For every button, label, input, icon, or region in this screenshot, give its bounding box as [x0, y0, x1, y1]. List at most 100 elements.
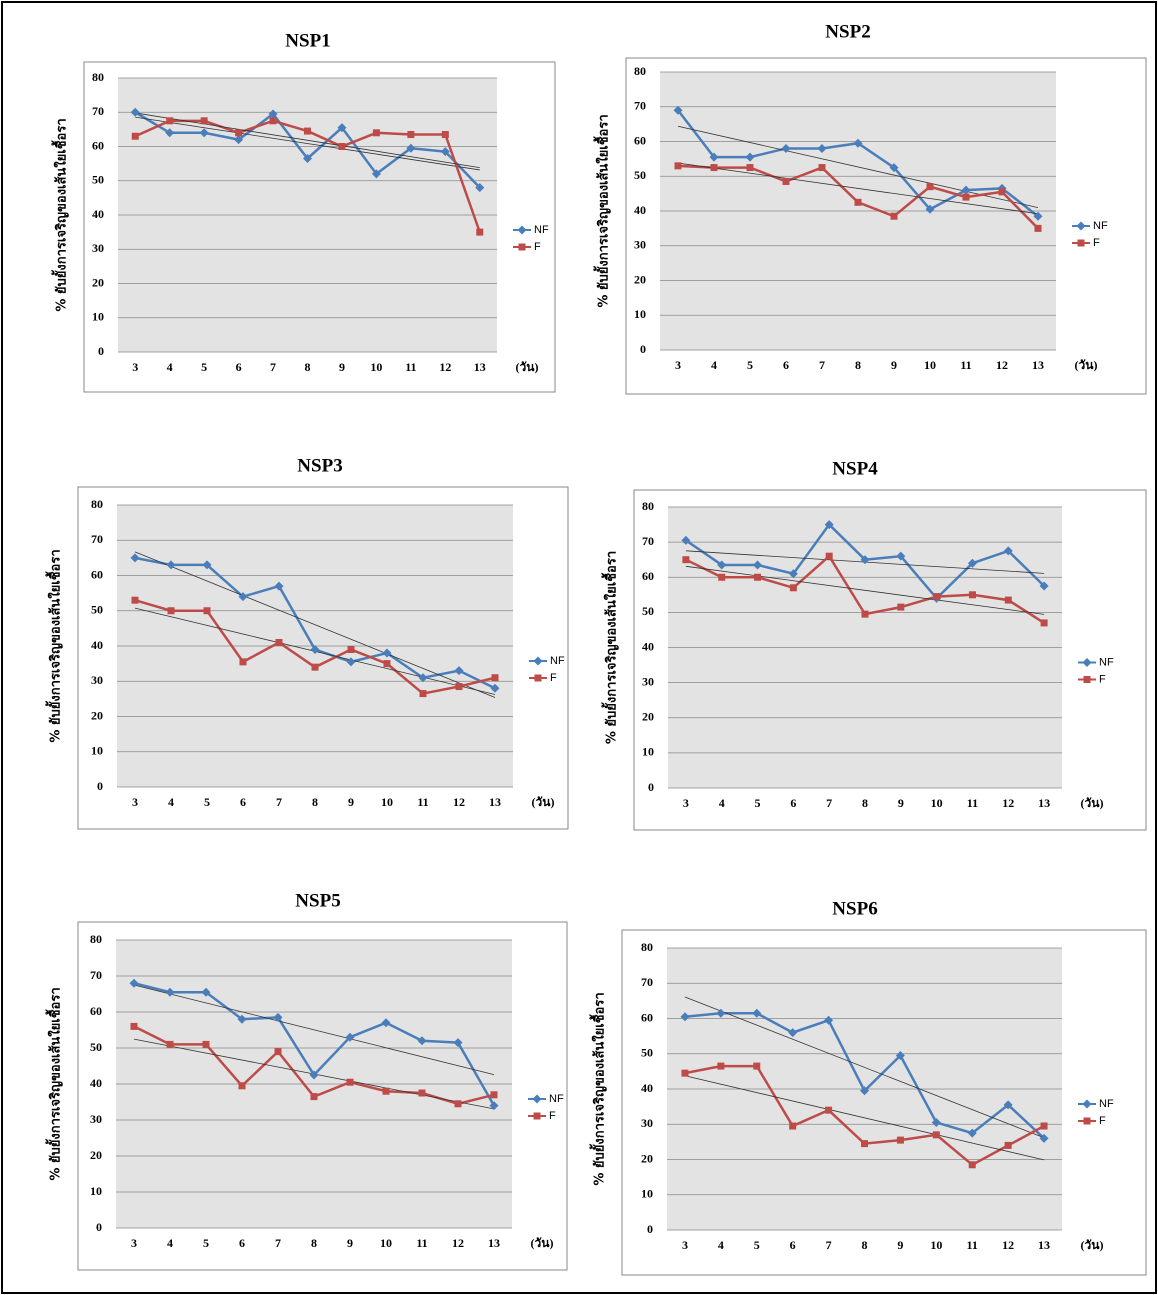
- marker: [861, 1140, 868, 1147]
- figure: NSP1 % ยับยั้งการเจริญของเส้นใยเชื้อรา 0 10…: [0, 0, 1158, 1295]
- y-tick-label: 70: [90, 968, 102, 982]
- marker: [826, 553, 833, 560]
- x-tick-label: 4: [711, 358, 717, 372]
- y-tick-label: 30: [641, 1116, 653, 1130]
- legend-marker: [1078, 240, 1085, 247]
- marker: [789, 1123, 796, 1130]
- x-tick-label: 12: [996, 358, 1008, 372]
- marker: [491, 1091, 498, 1098]
- marker: [407, 131, 414, 138]
- y-axis-label: % ยับยั้งการเจริญของเส้นใยเชื้อรา: [45, 549, 64, 742]
- marker: [455, 1100, 462, 1107]
- chart-title: NSP5: [295, 890, 340, 911]
- x-tick-label: 13: [1032, 358, 1044, 372]
- x-tick-label: 9: [891, 358, 897, 372]
- marker: [419, 1090, 426, 1097]
- x-tick-label: 3: [132, 360, 138, 374]
- x-axis-label: (วัน): [1075, 358, 1098, 372]
- marker: [373, 129, 380, 136]
- y-tick-label: 50: [91, 603, 103, 617]
- legend-label: F: [534, 241, 541, 253]
- chart-title: NSP1: [285, 30, 330, 51]
- x-tick-label: 6: [239, 1236, 245, 1250]
- marker: [203, 1041, 210, 1048]
- y-tick-label: 0: [648, 780, 654, 794]
- x-tick-label: 5: [203, 1236, 209, 1250]
- x-tick-label: 6: [790, 796, 796, 810]
- y-tick-label: 60: [91, 567, 103, 581]
- marker: [201, 117, 208, 124]
- x-tick-label: 7: [826, 796, 832, 810]
- y-tick-label: 20: [641, 1151, 653, 1165]
- x-tick-label: 9: [347, 1236, 353, 1250]
- x-tick-label: 11: [960, 358, 971, 372]
- marker: [682, 556, 689, 563]
- marker: [927, 183, 934, 190]
- page: NSP1 % ยับยั้งการเจริญของเส้นใยเชื้อรา 0 10…: [0, 0, 1158, 1295]
- y-tick-label: 20: [642, 710, 654, 724]
- marker: [891, 213, 898, 220]
- marker: [711, 164, 718, 171]
- x-axis-label: (วัน): [1081, 1238, 1104, 1252]
- marker: [790, 584, 797, 591]
- marker: [969, 1161, 976, 1168]
- marker: [166, 117, 173, 124]
- legend-label: NF: [1099, 1098, 1114, 1110]
- legend-marker: [1084, 1118, 1091, 1125]
- marker: [239, 1082, 246, 1089]
- x-tick-label: 12: [1002, 1238, 1014, 1252]
- y-tick-label: 50: [642, 604, 654, 618]
- y-tick-label: 10: [90, 1184, 102, 1198]
- marker: [204, 607, 211, 614]
- marker: [933, 1131, 940, 1138]
- y-tick-label: 50: [92, 173, 104, 187]
- y-tick-label: 40: [642, 639, 654, 653]
- x-tick-label: 8: [311, 1236, 317, 1250]
- x-tick-label: 4: [167, 360, 173, 374]
- marker: [270, 117, 277, 124]
- x-tick-label: 4: [718, 1238, 724, 1252]
- x-tick-label: 11: [405, 360, 416, 374]
- marker: [717, 1063, 724, 1070]
- marker: [862, 611, 869, 618]
- marker: [275, 1048, 282, 1055]
- y-tick-label: 60: [641, 1010, 653, 1024]
- y-tick-label: 40: [91, 638, 103, 652]
- x-tick-label: 10: [381, 795, 393, 809]
- x-tick-label: 13: [488, 1236, 500, 1250]
- y-tick-label: 50: [90, 1040, 102, 1054]
- marker: [492, 674, 499, 681]
- y-tick-label: 0: [98, 344, 104, 358]
- x-tick-label: 3: [675, 358, 681, 372]
- marker: [969, 591, 976, 598]
- x-tick-label: 3: [131, 1236, 137, 1250]
- x-tick-label: 3: [132, 795, 138, 809]
- x-tick-label: 5: [201, 360, 207, 374]
- marker: [347, 1079, 354, 1086]
- marker: [1005, 1142, 1012, 1149]
- x-tick-label: 11: [417, 795, 428, 809]
- marker: [276, 639, 283, 646]
- legend-label: F: [549, 1110, 556, 1122]
- x-axis-label: (วัน): [1081, 796, 1104, 810]
- legend-label: F: [1099, 1115, 1106, 1127]
- marker: [1041, 619, 1048, 626]
- marker: [131, 1023, 138, 1030]
- marker: [384, 660, 391, 667]
- y-tick-label: 10: [91, 744, 103, 758]
- y-tick-label: 10: [634, 307, 646, 321]
- y-tick-label: 30: [642, 674, 654, 688]
- x-tick-label: 5: [747, 358, 753, 372]
- x-tick-label: 5: [755, 796, 761, 810]
- marker: [132, 133, 139, 140]
- y-tick-label: 0: [647, 1222, 653, 1236]
- legend-marker: [535, 675, 542, 682]
- x-tick-label: 10: [370, 360, 382, 374]
- marker: [442, 131, 449, 138]
- x-tick-label: 9: [898, 796, 904, 810]
- marker: [855, 199, 862, 206]
- legend-label: NF: [534, 224, 549, 236]
- y-tick-label: 80: [642, 499, 654, 513]
- x-tick-label: 6: [236, 360, 242, 374]
- marker: [897, 1137, 904, 1144]
